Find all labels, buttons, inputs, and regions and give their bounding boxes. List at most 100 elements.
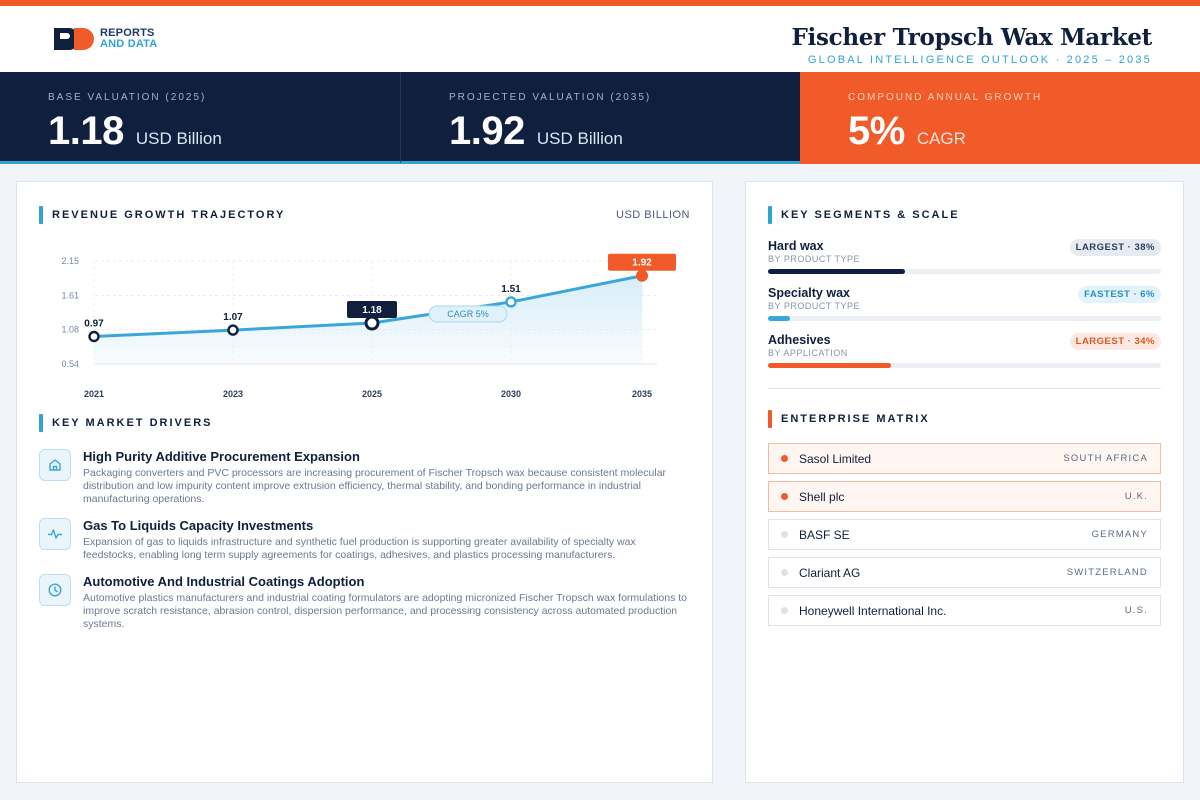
x-tick-label: 2023 bbox=[223, 389, 243, 399]
company-name: Shell plc bbox=[799, 489, 845, 504]
data-point bbox=[505, 296, 517, 308]
kpi-value: 1.92 bbox=[449, 109, 525, 153]
matrix-section-title: ENTERPRISE MATRIX bbox=[781, 413, 930, 425]
top-accent-bar bbox=[0, 0, 1200, 6]
section-accent bbox=[39, 414, 43, 432]
drivers-section-header: KEY MARKET DRIVERS bbox=[39, 414, 212, 432]
revenue-section-header: REVENUE GROWTH TRAJECTORY bbox=[39, 206, 285, 224]
driver-description: Packaging converters and PVC processors … bbox=[83, 467, 667, 505]
section-accent bbox=[768, 206, 772, 224]
logo-mark-icon bbox=[54, 28, 96, 50]
drivers-section-title: KEY MARKET DRIVERS bbox=[52, 417, 213, 429]
data-point bbox=[364, 315, 380, 331]
driver-title: Automotive And Industrial Coatings Adopt… bbox=[83, 574, 365, 589]
cagr-label: CAGR 5% bbox=[447, 309, 489, 319]
company-row[interactable]: Honeywell International Inc. U.S. bbox=[768, 595, 1161, 626]
y-tick-label: 2.15 bbox=[61, 256, 79, 266]
company-row[interactable]: Clariant AG SWITZERLAND bbox=[768, 557, 1161, 588]
segments-section-title: KEY SEGMENTS & SCALE bbox=[781, 209, 960, 221]
driver-item: High Purity Additive Procurement Expansi… bbox=[39, 449, 689, 506]
segment-name: Specialty wax bbox=[768, 286, 850, 300]
company-row[interactable]: Shell plc U.K. bbox=[768, 481, 1161, 512]
status-dot-icon bbox=[781, 493, 788, 500]
segment-badge: FASTEST · 6% bbox=[1078, 286, 1161, 303]
data-label: 1.18 bbox=[362, 305, 382, 316]
brand-line-1: REPORTS bbox=[100, 27, 155, 39]
section-accent bbox=[768, 410, 772, 428]
drivers-list: High Purity Additive Procurement Expansi… bbox=[39, 449, 689, 643]
segment-progress-fill bbox=[768, 363, 891, 368]
segment-badge: LARGEST · 38% bbox=[1069, 239, 1161, 256]
segment-progress-track bbox=[768, 316, 1161, 321]
brand-line-2: AND DATA bbox=[100, 38, 158, 50]
driver-title: High Purity Additive Procurement Expansi… bbox=[83, 449, 360, 464]
segment-progress-fill bbox=[768, 269, 906, 274]
y-tick-label: 1.08 bbox=[61, 324, 79, 334]
segment-category: BY PRODUCT TYPE bbox=[768, 301, 861, 311]
company-country: U.S. bbox=[1124, 605, 1148, 616]
kpi-projected-valuation: PROJECTED VALUATION (2035) 1.92 USD Bill… bbox=[400, 72, 800, 164]
segments-section-header: KEY SEGMENTS & SCALE bbox=[768, 206, 960, 224]
segment-name: Hard wax bbox=[768, 239, 824, 253]
kpi-cagr: COMPOUND ANNUAL GROWTH 5% CAGR bbox=[800, 72, 1200, 164]
data-label: 1.51 bbox=[501, 284, 521, 295]
header: REPORTS AND DATA Fischer Tropsch Wax Mar… bbox=[0, 6, 1200, 72]
chart-unit-label: USD BILLION bbox=[616, 209, 690, 221]
data-label: 1.07 bbox=[223, 312, 243, 323]
segment-item: Specialty wax BY PRODUCT TYPE FASTEST · … bbox=[768, 286, 1161, 321]
kpi-value: 5% bbox=[848, 109, 905, 153]
activity-icon bbox=[39, 518, 71, 550]
revenue-section-title: REVENUE GROWTH TRAJECTORY bbox=[52, 209, 286, 221]
data-label: 0.97 bbox=[84, 318, 104, 329]
segment-name: Adhesives bbox=[768, 333, 831, 347]
kpi-unit: USD Billion bbox=[536, 129, 623, 148]
kpi-base-valuation: BASE VALUATION (2025) 1.18 USD Billion bbox=[0, 72, 400, 164]
x-tick-label: 2035 bbox=[632, 389, 652, 399]
x-tick-label: 2021 bbox=[84, 389, 104, 399]
status-dot-icon bbox=[781, 531, 788, 538]
company-name: Sasol Limited bbox=[799, 451, 872, 466]
kpi-unit: USD Billion bbox=[135, 129, 222, 148]
company-country: SWITZERLAND bbox=[1066, 567, 1148, 578]
data-label: 1.92 bbox=[632, 258, 652, 269]
data-point bbox=[227, 324, 239, 336]
brand-logo[interactable]: REPORTS AND DATA bbox=[54, 28, 157, 50]
segment-progress-track bbox=[768, 269, 1161, 274]
revenue-chart: 2.15 1.61 1.08 0.54 CAGR 5% 0.97 2021 1.07 2023 1… bbox=[61, 253, 676, 399]
segment-category: BY PRODUCT TYPE bbox=[768, 254, 861, 264]
clock-icon bbox=[39, 574, 71, 606]
segment-progress-track bbox=[768, 363, 1161, 368]
segment-progress-fill bbox=[768, 316, 790, 321]
kpi-label: COMPOUND ANNUAL GROWTH bbox=[848, 92, 1043, 103]
x-tick-label: 2025 bbox=[362, 389, 382, 399]
kpi-strip: BASE VALUATION (2025) 1.18 USD Billion P… bbox=[0, 72, 1200, 164]
status-dot-icon bbox=[781, 607, 788, 614]
driver-title: Gas To Liquids Capacity Investments bbox=[83, 518, 314, 533]
y-tick-label: 0.54 bbox=[61, 359, 79, 369]
driver-item: Automotive And Industrial Coatings Adopt… bbox=[39, 574, 689, 631]
brand-wordmark: REPORTS AND DATA bbox=[100, 28, 157, 50]
status-dot-icon bbox=[781, 455, 788, 462]
kpi-unit: CAGR bbox=[916, 129, 966, 148]
company-country: GERMANY bbox=[1091, 529, 1148, 540]
segment-item: Adhesives BY APPLICATION LARGEST · 34% bbox=[768, 333, 1161, 368]
company-country: U.K. bbox=[1124, 491, 1148, 502]
cagr-pill bbox=[428, 305, 508, 323]
matrix-section-header: ENTERPRISE MATRIX bbox=[768, 410, 930, 428]
company-row[interactable]: Sasol Limited SOUTH AFRICA bbox=[768, 443, 1161, 474]
driver-description: Expansion of gas to liquids infrastructu… bbox=[83, 536, 636, 561]
kpi-value: 1.18 bbox=[48, 109, 124, 153]
revenue-card: REVENUE GROWTH TRAJECTORY USD BILLION 2.… bbox=[16, 181, 713, 783]
kpi-label: BASE VALUATION (2025) bbox=[48, 92, 207, 103]
data-point bbox=[88, 330, 100, 343]
company-row[interactable]: BASF SE GERMANY bbox=[768, 519, 1161, 550]
company-name: Honeywell International Inc. bbox=[799, 603, 947, 618]
enterprise-matrix: Sasol Limited SOUTH AFRICA Shell plc U.K… bbox=[768, 443, 1161, 633]
data-point bbox=[636, 269, 648, 282]
x-tick-label: 2030 bbox=[501, 389, 521, 399]
segment-badge: LARGEST · 34% bbox=[1069, 333, 1161, 350]
driver-description: Automotive plastics manufacturers and in… bbox=[83, 592, 688, 630]
series-area bbox=[94, 275, 642, 364]
page-subtitle: GLOBAL INTELLIGENCE OUTLOOK · 2025 – 203… bbox=[807, 54, 1152, 66]
segment-item: Hard wax BY PRODUCT TYPE LARGEST · 38% bbox=[768, 239, 1161, 274]
